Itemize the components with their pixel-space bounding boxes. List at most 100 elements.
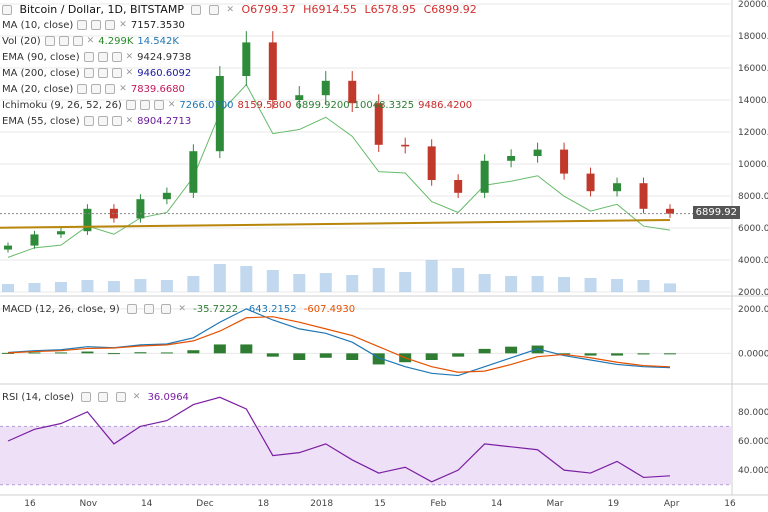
- eye-icon[interactable]: [83, 52, 94, 62]
- rsi-line: [7, 396, 671, 483]
- close-icon[interactable]: ✕: [119, 20, 127, 30]
- volume-bar: [611, 279, 624, 292]
- candle-body: [613, 183, 622, 192]
- close-icon[interactable]: ✕: [167, 100, 176, 110]
- eye-icon[interactable]: [83, 116, 94, 126]
- volume-bar: [584, 278, 597, 292]
- add-icon[interactable]: [115, 392, 126, 402]
- close-icon[interactable]: ✕: [226, 5, 235, 15]
- eye-icon[interactable]: [191, 5, 202, 15]
- volume-bar: [372, 268, 385, 292]
- settings-icon[interactable]: [97, 116, 108, 126]
- indicator-value: 9424.9738: [137, 52, 192, 63]
- y-tick-label: 2000.0000: [738, 288, 768, 298]
- close-icon[interactable]: ✕: [86, 36, 95, 46]
- close-icon[interactable]: ✕: [125, 68, 134, 78]
- candle-body: [189, 151, 198, 193]
- add-icon[interactable]: [153, 100, 164, 110]
- eye-icon[interactable]: [125, 100, 136, 110]
- add-icon[interactable]: [105, 20, 116, 30]
- settings-icon[interactable]: [97, 52, 108, 62]
- indicator-value: 7839.6680: [130, 84, 185, 95]
- eye-icon[interactable]: [77, 84, 88, 94]
- indicator-label: EMA (55, close): [2, 116, 80, 127]
- eye-icon[interactable]: [44, 36, 55, 46]
- macd-histogram-bar: [346, 353, 359, 360]
- candle-body: [639, 183, 648, 209]
- settings-icon[interactable]: [91, 84, 102, 94]
- y-tick-label: 6000.0000: [738, 224, 768, 234]
- candle-body: [666, 208, 674, 214]
- indicator-legend-row: Ichimoku (9, 26, 52, 26) ✕ 7266.0700 8159.5…: [2, 100, 476, 112]
- candle-body: [348, 80, 357, 104]
- collapse-icon[interactable]: [2, 5, 12, 15]
- add-icon[interactable]: [72, 36, 83, 46]
- eye-icon[interactable]: [83, 68, 94, 78]
- volume-bar: [425, 260, 438, 292]
- rsi-value: 36.0964: [147, 392, 189, 403]
- x-tick-label: 2018: [310, 499, 333, 509]
- close-icon[interactable]: ✕: [125, 52, 134, 62]
- eye-icon[interactable]: [77, 20, 88, 30]
- y-tick-label: 14000.0000: [738, 96, 768, 106]
- settings-icon[interactable]: [97, 68, 108, 78]
- macd-histogram-bar: [637, 353, 650, 355]
- add-icon[interactable]: [105, 84, 116, 94]
- indicator-label: EMA (90, close): [2, 52, 80, 63]
- add-icon[interactable]: [111, 68, 122, 78]
- macd-histogram-bar: [107, 353, 120, 355]
- settings-icon[interactable]: [98, 392, 109, 402]
- candle-body: [215, 76, 224, 152]
- macd-histogram-bar: [2, 352, 14, 354]
- rsi-tick-label: 60.0000: [738, 437, 768, 447]
- macd-histogram-bar: [425, 353, 438, 360]
- macd-histogram-bar: [213, 344, 226, 354]
- macd-value-macd: -643.2152: [245, 304, 297, 315]
- macd-histogram-bar: [664, 353, 676, 355]
- volume-bar: [213, 264, 226, 292]
- indicator-value: 8159.5800: [237, 100, 292, 111]
- add-icon[interactable]: [111, 116, 122, 126]
- close-icon[interactable]: ✕: [125, 116, 134, 126]
- candle-body: [4, 245, 12, 250]
- settings-icon[interactable]: [208, 5, 219, 15]
- macd-histogram-bar: [28, 352, 41, 354]
- add-icon[interactable]: [111, 52, 122, 62]
- volume-bar: [54, 282, 67, 292]
- macd-line-1: [7, 316, 671, 373]
- volume-bar: [452, 268, 465, 292]
- indicator-value: 7157.3530: [130, 20, 185, 31]
- add-icon[interactable]: [161, 304, 172, 314]
- macd-legend: MACD (12, 26, close, 9) ✕ -35.7222 -643.…: [2, 304, 359, 316]
- candle-body: [533, 149, 542, 156]
- close-icon[interactable]: ✕: [132, 392, 141, 402]
- macd-histogram-bar: [134, 352, 147, 354]
- indicator-label: Ichimoku (9, 26, 52, 26): [2, 100, 122, 111]
- close-icon[interactable]: ✕: [178, 304, 186, 314]
- macd-histogram-bar: [187, 350, 200, 354]
- indicator-legend-row: Vol (20) ✕ 4.299K 14.542K: [2, 36, 183, 48]
- x-tick-label: Nov: [80, 499, 98, 509]
- rsi-tick-label: 80.0000: [738, 408, 768, 418]
- volume-bar: [134, 279, 147, 292]
- macd-histogram-bar: [266, 353, 279, 357]
- eye-icon[interactable]: [126, 304, 137, 314]
- candle-body: [56, 231, 65, 235]
- rsi-tick-label: 40.0000: [738, 466, 768, 476]
- indicator-legend-row: MA (20, close) ✕ 7839.6680: [2, 84, 189, 96]
- y-tick-label: 8000.0000: [738, 192, 768, 202]
- macd-histogram-bar: [240, 344, 253, 354]
- symbol-title: Bitcoin / Dollar, 1D, BITSTAMP: [19, 3, 184, 16]
- macd-histogram-bar: [584, 353, 597, 356]
- settings-icon[interactable]: [91, 20, 102, 30]
- settings-icon[interactable]: [139, 100, 150, 110]
- y-tick-label: 18000.0000: [738, 32, 768, 42]
- y-tick-label: 12000.0000: [738, 128, 768, 138]
- candle-body: [374, 103, 383, 145]
- eye-icon[interactable]: [81, 392, 92, 402]
- close-icon[interactable]: ✕: [119, 84, 127, 94]
- settings-icon[interactable]: [58, 36, 69, 46]
- settings-icon[interactable]: [143, 304, 154, 314]
- volume-bar: [187, 276, 200, 292]
- rsi-legend: RSI (14, close) ✕ 36.0964: [2, 392, 193, 404]
